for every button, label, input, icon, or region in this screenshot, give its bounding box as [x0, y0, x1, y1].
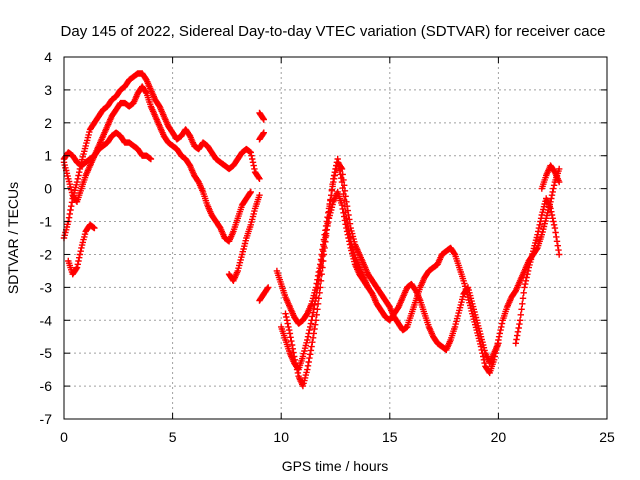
x-tick-label: 15	[382, 429, 398, 445]
series-track-8	[256, 284, 272, 304]
series-track-5	[225, 192, 263, 284]
series-track-4	[65, 221, 98, 278]
plot-frame	[63, 56, 608, 420]
data-point-markers	[256, 109, 267, 123]
chart-title: Day 145 of 2022, Sidereal Day-to-day VTE…	[61, 23, 606, 40]
y-tick-label: 1	[44, 148, 52, 164]
series-track-11	[278, 188, 372, 373]
data-point-markers	[60, 129, 155, 169]
y-axis-label: SDTVAR / TECUs	[5, 182, 21, 294]
grid-lines	[64, 57, 607, 419]
y-tick-label: -5	[40, 345, 53, 361]
data-point-markers	[512, 195, 563, 347]
x-tick-label: 20	[491, 429, 507, 445]
series-track-13	[538, 162, 563, 192]
data-point-markers	[225, 192, 263, 284]
series-track-10	[282, 155, 502, 390]
series-track-12	[512, 195, 563, 347]
y-tick-label: 3	[44, 82, 52, 98]
y-tick-label: -2	[40, 246, 53, 262]
y-tick-label: 2	[44, 115, 52, 131]
data-point-markers	[282, 155, 502, 390]
series-track-9	[273, 159, 563, 377]
x-tick-label: 25	[599, 429, 615, 445]
data-point-markers	[65, 221, 98, 278]
y-tick-label: 0	[44, 181, 52, 197]
series-track-3	[60, 129, 155, 169]
x-tick-label: 10	[273, 429, 289, 445]
data-point-markers	[256, 284, 272, 304]
y-tick-label: 4	[44, 49, 52, 65]
y-tick-label: -4	[40, 312, 53, 328]
x-axis-ticks: 0 5 10 15 20 25	[60, 57, 615, 445]
series-track-6	[256, 109, 267, 123]
data-points	[60, 70, 563, 390]
data-point-markers	[278, 188, 372, 373]
series-track-7	[256, 129, 267, 143]
data-point-markers	[273, 159, 563, 377]
x-tick-label: 0	[60, 429, 68, 445]
data-point-markers	[256, 129, 267, 143]
y-tick-label: -6	[40, 378, 53, 394]
data-point-markers	[538, 162, 563, 192]
x-axis-label: GPS time / hours	[282, 458, 389, 474]
x-tick-label: 5	[169, 429, 177, 445]
y-tick-label: -7	[40, 411, 53, 427]
y-tick-label: -1	[40, 214, 53, 230]
y-axis-ticks: -7 -6 -5 -4 -3 -2 -1 0 1 2 3 4	[40, 49, 607, 427]
y-tick-label: -3	[40, 279, 53, 295]
